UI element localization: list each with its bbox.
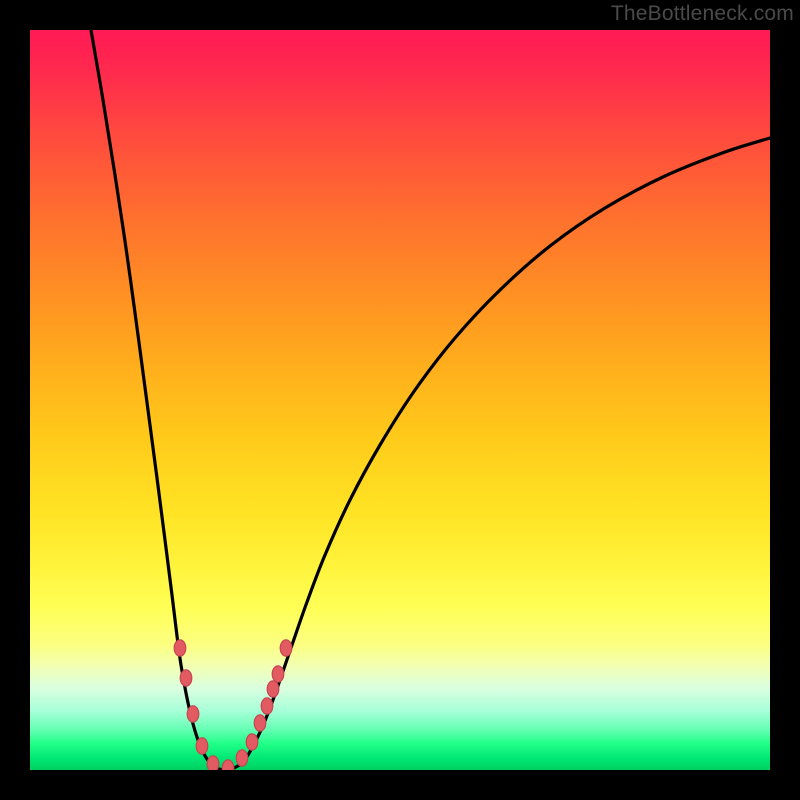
data-marker: [254, 715, 266, 731]
chart-frame: TheBottleneck.com: [0, 0, 800, 800]
data-marker: [267, 681, 279, 697]
data-marker: [207, 756, 219, 770]
data-marker: [174, 640, 186, 656]
plot-area: [30, 30, 770, 770]
data-marker: [196, 738, 208, 754]
data-marker: [187, 706, 199, 722]
curve-layer: [30, 30, 770, 770]
data-markers: [174, 640, 292, 770]
data-marker: [280, 640, 292, 656]
data-marker: [236, 750, 248, 766]
data-marker: [222, 760, 234, 770]
data-marker: [180, 670, 192, 686]
data-marker: [272, 666, 284, 682]
watermark-text: TheBottleneck.com: [611, 2, 794, 26]
data-marker: [246, 734, 258, 750]
data-marker: [261, 698, 273, 714]
bottleneck-curve: [91, 30, 770, 770]
